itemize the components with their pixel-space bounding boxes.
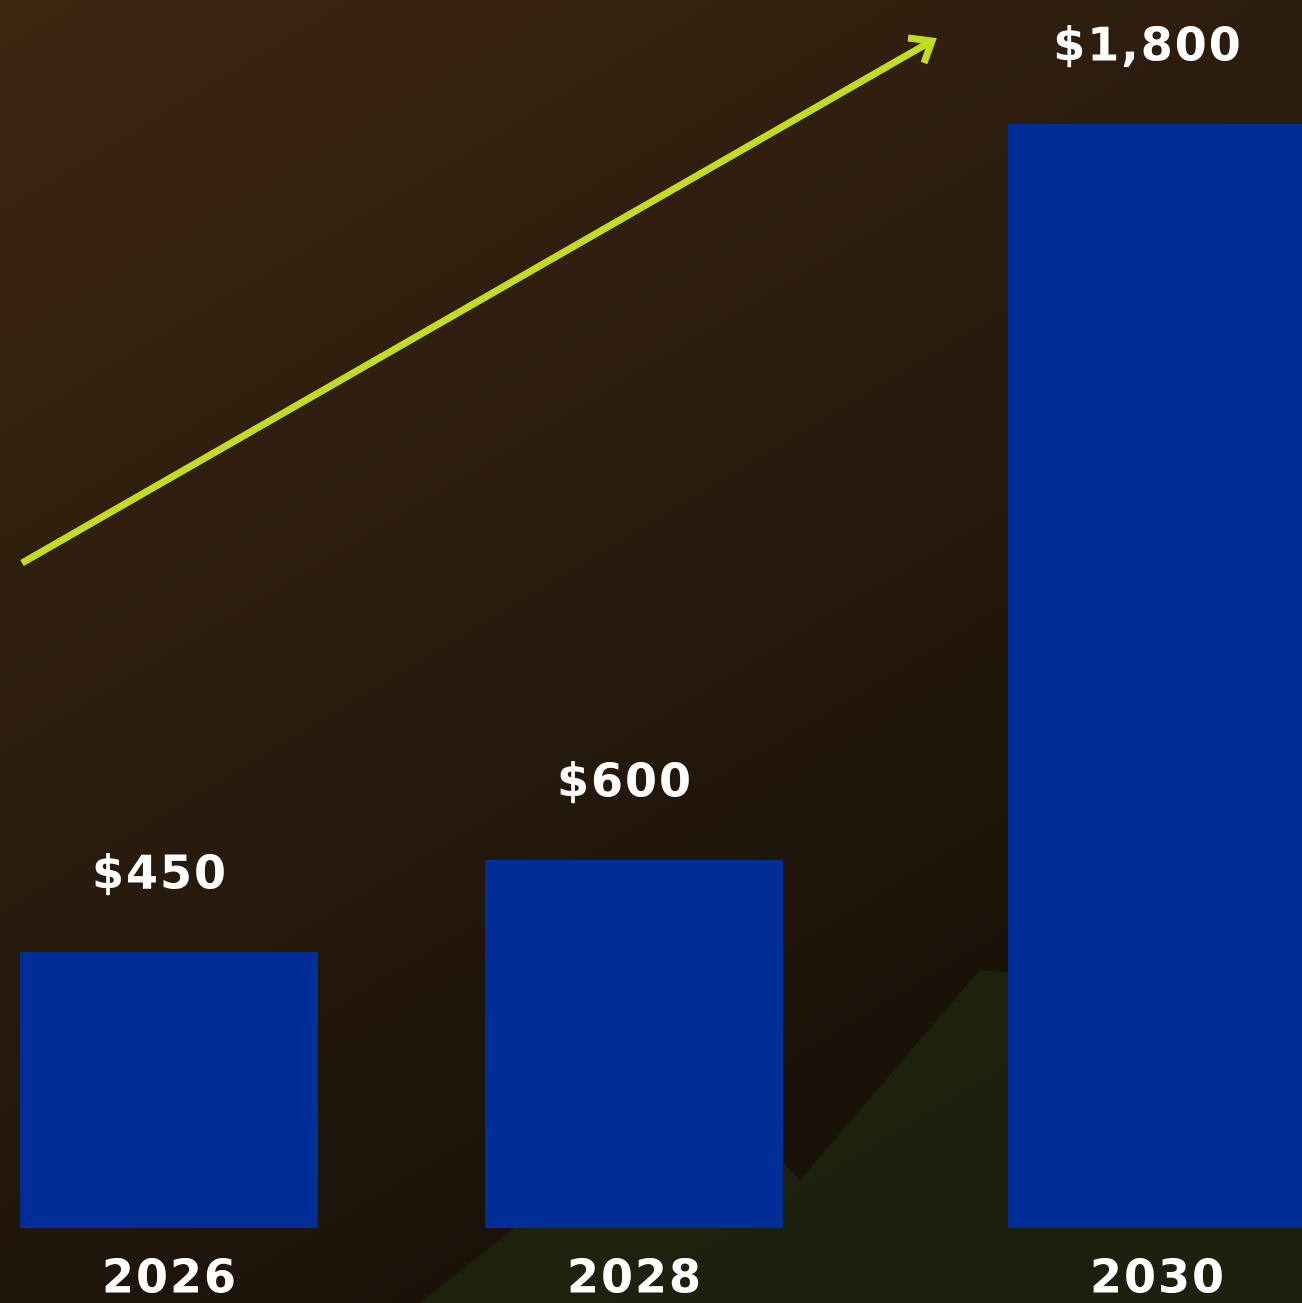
- trend-arrow: [20, 38, 932, 567]
- value-label: $450: [92, 846, 228, 900]
- plot: $450 2026 $600 2028 $1,800 2030: [20, 18, 1302, 1303]
- bar: [1008, 124, 1302, 1228]
- bar: [485, 860, 783, 1228]
- x-tick-label: 2028: [567, 1250, 703, 1303]
- bar: [20, 952, 318, 1228]
- value-label: $1,800: [1053, 18, 1243, 72]
- trend-arrow-head: [907, 34, 937, 65]
- value-label: $600: [557, 754, 693, 808]
- x-tick-label: 2026: [102, 1250, 238, 1303]
- x-tick-label: 2030: [1090, 1250, 1226, 1303]
